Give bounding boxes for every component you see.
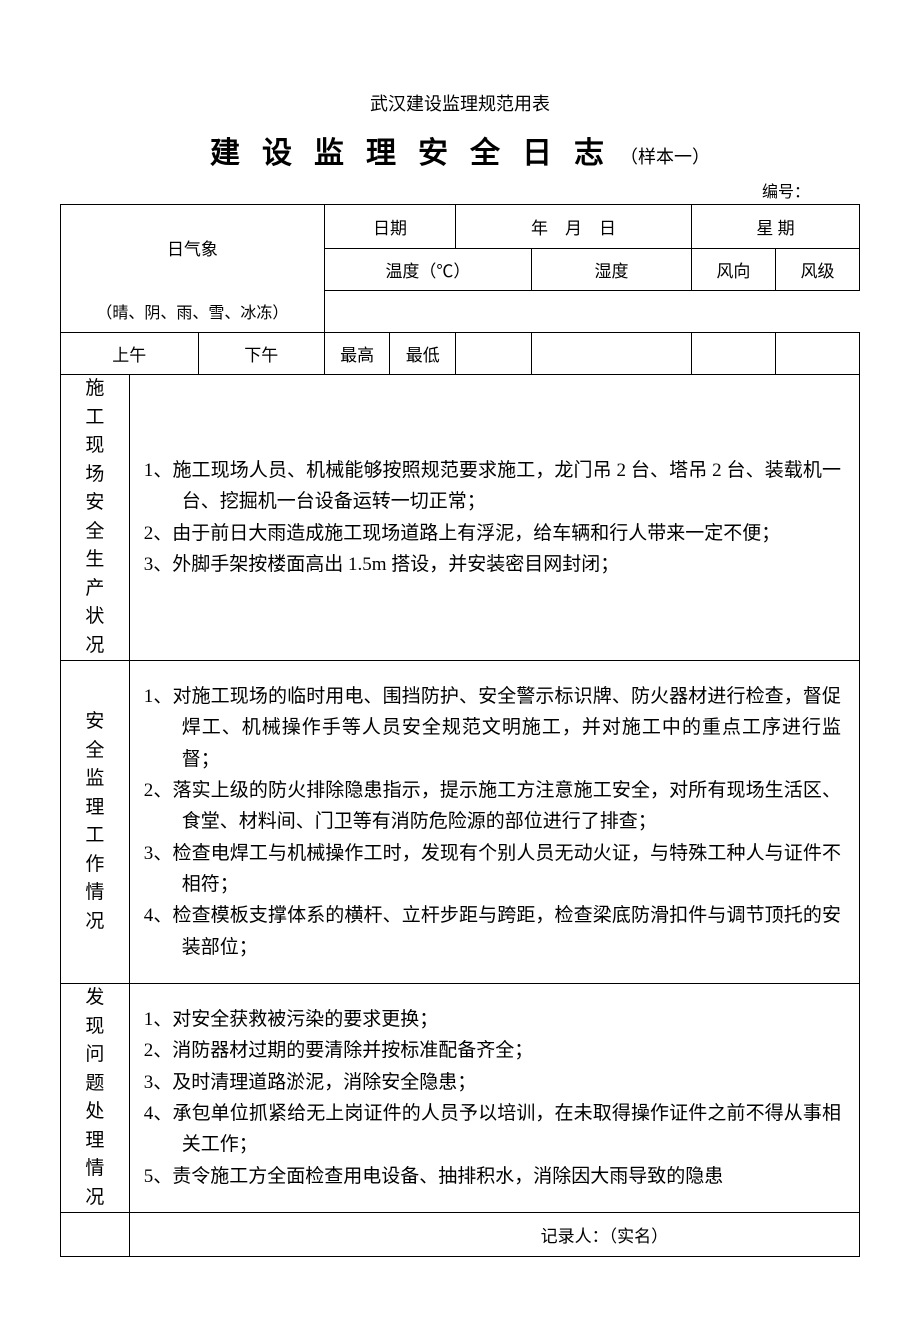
table-row: 上午 下午 最高 最低: [61, 333, 860, 375]
list-item: 4、检查模板支撑体系的横杆、立杆步距与跨距，检查梁底防滑扣件与调节顶托的安装部位…: [144, 900, 841, 963]
wind-dir-value: [691, 333, 775, 375]
morning-label: 上午: [61, 333, 199, 375]
humidity-label: 湿度: [532, 249, 692, 291]
temp-low-label: 最低: [390, 333, 456, 375]
section3-content: 1、对安全获救被污染的要求更换； 2、消防器材过期的要清除并按标准配备齐全； 3…: [129, 984, 859, 1213]
section-row: 发现问题处理情况 1、对安全获救被污染的要求更换； 2、消防器材过期的要清除并按…: [61, 984, 860, 1213]
weather-label: 日气象: [61, 205, 325, 291]
wind-level-label: 风级: [775, 249, 859, 291]
section1-label: 施工现场安全生产状况: [61, 375, 130, 661]
list-item: 5、责令施工方全面检查用电设备、抽排积水，消除因大雨导致的隐患: [144, 1161, 841, 1192]
temp-low-value: [456, 333, 532, 375]
date-label: 日期: [324, 205, 455, 249]
list-item: 2、落实上级的防火排除隐患指示，提示施工方注意施工安全，对所有现场生活区、食堂、…: [144, 775, 841, 838]
list-item: 4、承包单位抓紧给无上岗证件的人员予以培训，在未取得操作证件之前不得从事相关工作…: [144, 1098, 841, 1161]
section1-content: 1、施工现场人员、机械能够按照规范要求施工，龙门吊 2 台、塔吊 2 台、装载机…: [129, 375, 859, 661]
list-item: 2、消防器材过期的要清除并按标准配备齐全；: [144, 1035, 841, 1066]
weather-options: （晴、阴、雨、雪、冰冻）: [61, 291, 325, 333]
list-item: 1、对施工现场的临时用电、围挡防护、安全警示标识牌、防火器材进行检查，督促焊工、…: [144, 681, 841, 775]
list-item: 1、对安全获救被污染的要求更换；: [144, 1004, 841, 1035]
recorder-spacer: [61, 1213, 130, 1257]
subtitle: （样本一）: [620, 147, 710, 167]
list-item: 3、外脚手架按楼面高出 1.5m 搭设，并安装密目网封闭；: [144, 549, 841, 580]
form-table: 日气象 日期 年 月 日 星 期 温度（℃） 湿度 风向 风级 （晴、阴、雨、雪…: [60, 204, 860, 1257]
section-row: 施工现场安全生产状况 1、施工现场人员、机械能够按照规范要求施工，龙门吊 2 台…: [61, 375, 860, 661]
serial-label: 编号：: [60, 178, 860, 202]
recorder-label: 记录人：（实名）: [129, 1213, 859, 1257]
temp-label: 温度（℃）: [324, 249, 531, 291]
title-row: 建设监理安全日志 （样本一）: [60, 128, 860, 172]
pretitle: 武汉建设监理规范用表: [60, 90, 860, 116]
table-row: 日气象 日期 年 月 日 星 期: [61, 205, 860, 249]
table-row: （晴、阴、雨、雪、冰冻）: [61, 291, 860, 333]
section2-content: 1、对施工现场的临时用电、围挡防护、安全警示标识牌、防火器材进行检查，督促焊工、…: [129, 661, 859, 984]
afternoon-label: 下午: [198, 333, 324, 375]
section-row: 安全监理工作情况 1、对施工现场的临时用电、围挡防护、安全警示标识牌、防火器材进…: [61, 661, 860, 984]
section2-label: 安全监理工作情况: [61, 661, 130, 984]
section3-label: 发现问题处理情况: [61, 984, 130, 1213]
wind-dir-label: 风向: [691, 249, 775, 291]
list-item: 1、施工现场人员、机械能够按照规范要求施工，龙门吊 2 台、塔吊 2 台、装载机…: [144, 455, 841, 518]
weekday-label: 星 期: [691, 205, 859, 249]
list-item: 2、由于前日大雨造成施工现场道路上有浮泥，给车辆和行人带来一定不便；: [144, 518, 841, 549]
list-item: 3、检查电焊工与机械操作工时，发现有个别人员无动火证，与特殊工种人与证件不相符；: [144, 838, 841, 901]
wind-level-value: [775, 333, 859, 375]
humidity-value: [532, 333, 692, 375]
main-title: 建设监理安全日志: [210, 137, 626, 170]
date-value: 年 月 日: [456, 205, 692, 249]
temp-high-label: 最高: [324, 333, 390, 375]
list-item: 3、及时清理道路淤泥，消除安全隐患；: [144, 1067, 841, 1098]
recorder-row: 记录人：（实名）: [61, 1213, 860, 1257]
